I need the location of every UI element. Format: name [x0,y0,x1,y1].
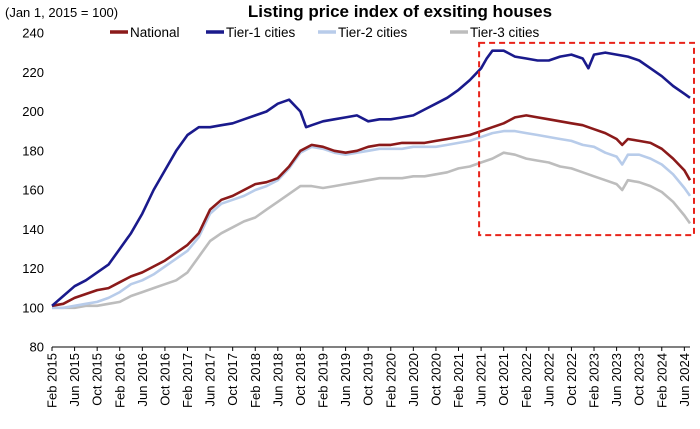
x-tick-label: Jun 2020 [406,353,421,407]
x-tick-label: Oct 2018 [293,353,308,406]
series-line-tier2 [52,129,692,310]
x-tick-label: Feb 2024 [654,353,669,408]
x-tick-label: Jun 2019 [338,353,353,407]
x-tick-label: Feb 2019 [316,353,331,408]
y-tick-label: 180 [22,143,44,158]
x-tick-label: Oct 2019 [361,353,376,406]
series-line-national [51,114,692,308]
y-tick-label: 160 [22,183,44,198]
y-tick-label: 240 [22,26,44,41]
series-line-tier3 [52,151,692,310]
y-tick-label: 80 [30,340,44,355]
highlight-box [478,41,695,237]
unit-label: (Jan 1, 2015 = 100) [5,5,118,20]
y-axis: 80 100 120 140 160 180 200 220 240 [22,26,44,355]
x-tick-label: Jun 2016 [135,353,150,407]
x-tick-label: Feb 2017 [180,353,195,408]
x-tick-label: Oct 2016 [157,353,172,406]
x-tick-label: Feb 2015 [45,353,60,408]
x-tick-label: Oct 2020 [428,353,443,406]
x-tick-label: Feb 2021 [451,353,466,408]
legend-label-tier3: Tier-3 cities [470,25,540,40]
x-tick-label: Jun 2024 [677,353,692,407]
x-axis: Feb 2015 Jun 2015 Oct 2015 Feb 2016 Jun 2016… [45,347,692,408]
x-tick-label: Feb 2016 [112,353,127,408]
y-tick-label: 100 [22,300,44,315]
legend-label-national: National [130,25,180,40]
x-tick-label: Jun 2021 [474,353,489,407]
y-tick-label: 200 [22,104,44,119]
legend-label-tier2: Tier-2 cities [338,25,408,40]
legend-item-tier3: Tier-3 cities [450,25,540,40]
x-tick-label: Jun 2018 [270,353,285,407]
y-tick-label: 120 [22,261,44,276]
legend-item-tier2: Tier-2 cities [318,25,408,40]
x-tick-label: Oct 2021 [496,353,511,406]
x-tick-label: Oct 2023 [632,353,647,406]
x-tick-label: Oct 2022 [564,353,579,406]
x-tick-label: Oct 2015 [90,353,105,406]
legend: National Tier-1 cities Tier-2 cities Tie… [110,25,540,40]
y-tick-label: 220 [22,65,44,80]
chart-title: Listing price index of exsiting houses [248,2,552,21]
x-tick-label: Jun 2017 [203,353,218,407]
legend-label-tier1: Tier-1 cities [226,25,296,40]
x-tick-label: Feb 2020 [383,353,398,408]
x-tick-label: Jun 2022 [541,353,556,407]
legend-item-national: National [110,25,180,40]
x-tick-label: Feb 2022 [519,353,534,408]
y-tick-label: 140 [22,222,44,237]
x-tick-label: Jun 2023 [609,353,624,407]
x-tick-label: Feb 2018 [248,353,263,408]
x-tick-label: Feb 2023 [587,353,602,408]
series-lines [51,49,692,310]
series-line-tier1 [51,49,691,307]
x-tick-label: Oct 2017 [225,353,240,406]
x-tick-label: Jun 2015 [67,353,82,407]
legend-item-tier1: Tier-1 cities [206,25,296,40]
